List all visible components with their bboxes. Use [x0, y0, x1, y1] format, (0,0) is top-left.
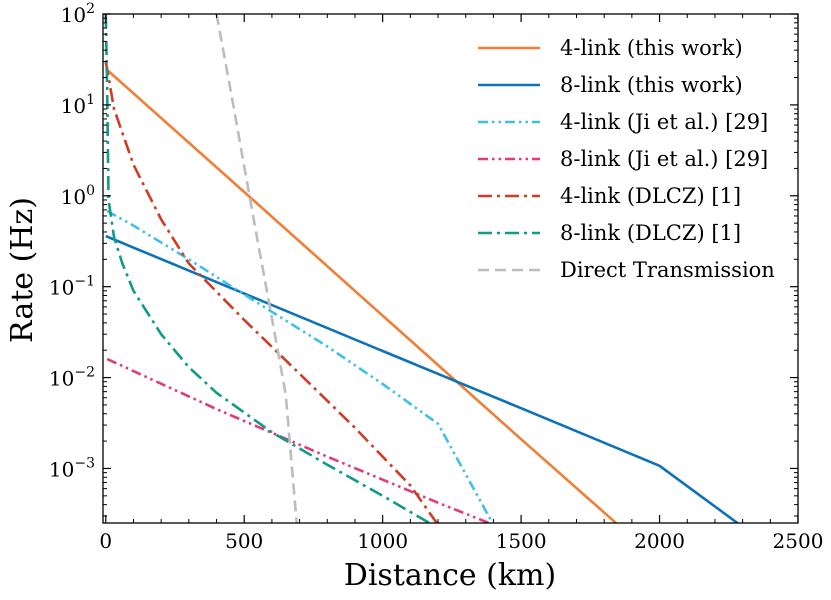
x-tick-label: 1500	[496, 529, 547, 553]
x-tick-label: 0	[99, 529, 112, 553]
x-axis-title: Distance (km)	[344, 558, 556, 593]
series-line-3	[106, 209, 494, 523]
series-line-1	[104, 67, 618, 523]
y-tick-label: 101	[61, 92, 95, 118]
series-line-4	[106, 357, 493, 523]
x-tick-label: 2000	[634, 529, 685, 553]
legend-label-6: 8-link (DLCZ) [1]	[560, 221, 741, 245]
ticks-layer	[103, 13, 799, 523]
y-tick-label: 10−2	[49, 365, 95, 391]
x-tick-label: 500	[225, 529, 263, 553]
legend-label-5: 4-link (DLCZ) [1]	[560, 184, 741, 208]
legend-label-7: Direct Transmission	[560, 258, 775, 282]
legend: 4-link (this work) 8-link (this work) 4-li…	[478, 36, 775, 282]
tick-labels-layer: 0 500 1000 1500 2000 2500 102 101 100 10−1 10−2 10−…	[49, 1, 824, 553]
y-tick-label: 10−1	[49, 274, 95, 300]
x-tick-label: 1000	[357, 529, 408, 553]
series-line-6	[104, 14, 432, 523]
series-layer	[104, 14, 740, 523]
legend-label-1: 4-link (this work)	[560, 36, 743, 60]
series-line-2	[105, 234, 740, 523]
x-tick-label: 2500	[773, 529, 824, 553]
series-line-5	[104, 61, 439, 523]
y-tick-label: 100	[61, 183, 95, 209]
y-tick-label: 10−3	[49, 455, 95, 481]
y-tick-label: 102	[61, 1, 95, 27]
series-line-7	[215, 14, 298, 523]
plot-frame	[102, 13, 799, 524]
legend-label-2: 8-link (this work)	[560, 73, 743, 97]
legend-label-4: 8-link (Ji et al.) [29]	[560, 147, 768, 171]
y-axis-title: Rate (Hz)	[5, 197, 40, 343]
legend-label-3: 4-link (Ji et al.) [29]	[560, 110, 768, 134]
